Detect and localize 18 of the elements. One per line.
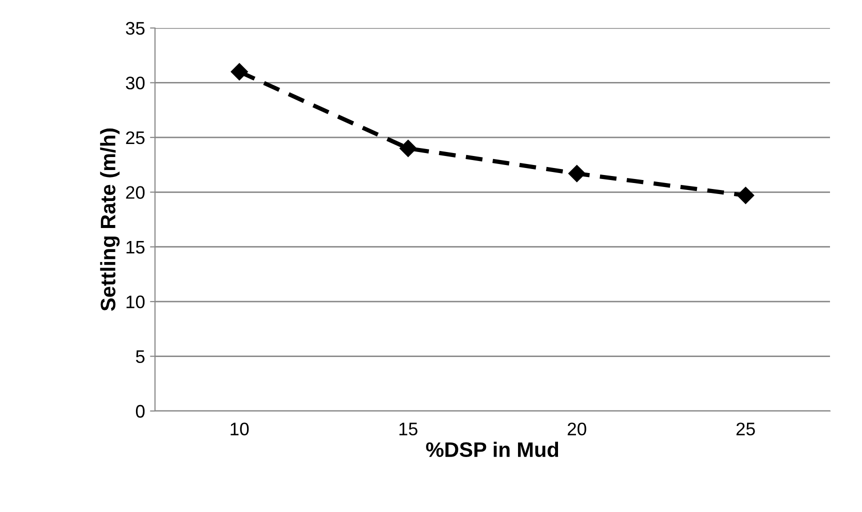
y-tick-label: 10 [126,296,145,308]
y-tick-label: 5 [136,350,145,364]
y-tick-label: 0 [136,404,145,418]
y-tick-label: 15 [126,240,145,254]
x-tick-label: 15 [399,422,418,436]
y-tick-label: 20 [126,186,145,199]
y-axis-title: Settling Rate (m/h) [100,128,120,311]
point [737,186,754,204]
x-axis-title: %DSP in Mud [426,442,558,458]
y-tick-label: 25 [126,131,145,144]
point [230,63,248,80]
y-tick-label: 35 [126,22,145,35]
x-tick-label: 25 [736,422,755,436]
x-tick-label: 20 [568,422,586,436]
y-tick-label: 30 [126,76,145,90]
x-tick-label: 10 [230,422,249,436]
point [568,164,586,182]
point [400,140,417,157]
